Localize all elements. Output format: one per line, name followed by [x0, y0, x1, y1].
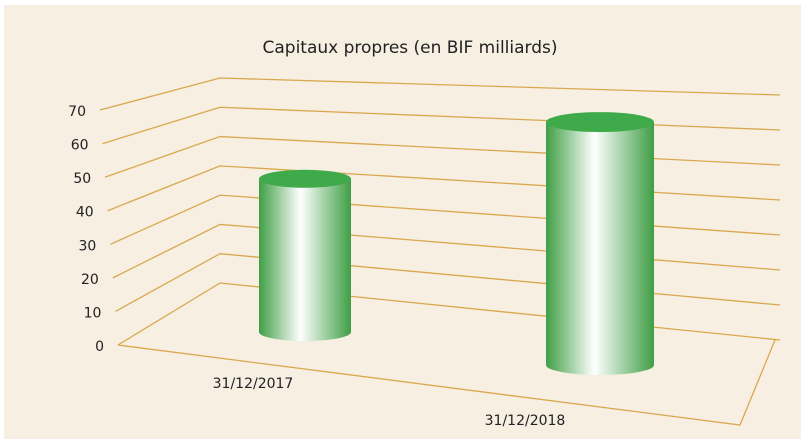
y-tick-label: 60: [71, 138, 89, 154]
y-tick-label: 50: [73, 171, 91, 187]
y-tick-label: 70: [68, 104, 86, 120]
x-tick-label: 31/12/2017: [213, 376, 294, 392]
x-tick-label: 31/12/2018: [485, 413, 566, 429]
background: [4, 5, 801, 439]
bar: [546, 122, 654, 376]
y-tick-label: 20: [81, 272, 99, 288]
y-tick-label: 30: [78, 238, 96, 254]
chart-title: Capitaux propres (en BIF milliards): [262, 38, 557, 58]
bar-top: [259, 169, 351, 188]
bar-top: [546, 112, 654, 133]
y-tick-label: 10: [84, 305, 102, 321]
bar: [259, 178, 351, 341]
floor: [117, 339, 776, 426]
grid-line: [99, 77, 781, 111]
y-tick-label: 40: [76, 205, 94, 221]
y-tick-label: 0: [95, 339, 104, 355]
